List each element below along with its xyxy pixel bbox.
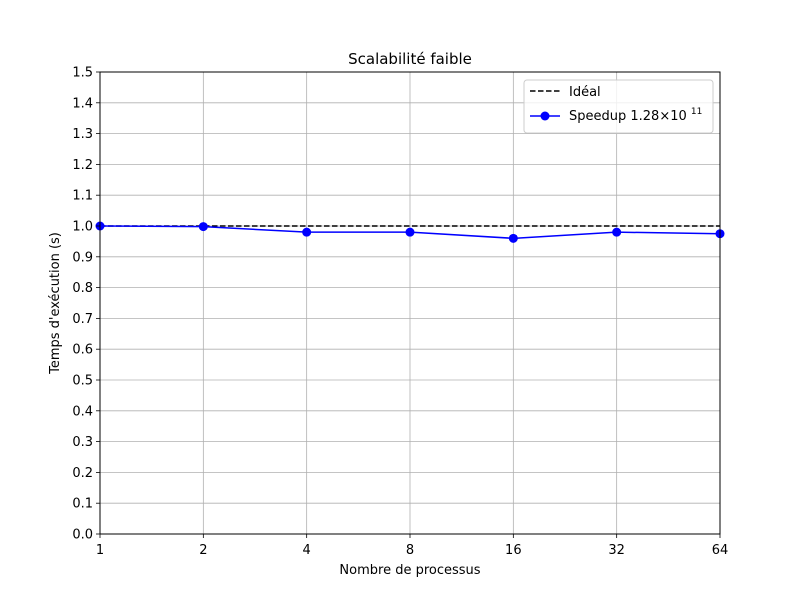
- x-tick-label: 2: [199, 543, 207, 558]
- plot-series: [95, 221, 725, 243]
- y-tick-label: 1.2: [72, 158, 93, 173]
- y-axis-label: Temps d'exécution (s): [48, 232, 63, 375]
- y-tick-label: 0.6: [72, 343, 93, 358]
- legend-speedup-label-text: Speedup 1.28×10: [569, 109, 687, 124]
- y-tick-label: 1.0: [72, 220, 93, 235]
- y-tick-label: 0.4: [72, 404, 93, 419]
- x-tick-label: 32: [608, 543, 625, 558]
- legend-speedup-label: Speedup 1.28×10 11: [569, 107, 702, 124]
- y-tick-label: 0.3: [72, 435, 93, 450]
- x-tick-label: 8: [406, 543, 414, 558]
- chart-title: Scalabilité faible: [348, 50, 472, 68]
- legend-speedup-label-exponent: 11: [691, 107, 702, 117]
- x-axis-label: Nombre de processus: [339, 563, 480, 578]
- speedup-data-point: [612, 227, 622, 237]
- legend: Idéal Speedup 1.28×10 11: [523, 79, 714, 134]
- legend-ideal-label: Idéal: [569, 85, 601, 100]
- y-tick-label: 0.9: [72, 250, 93, 265]
- y-tick-label: 0.2: [72, 466, 93, 481]
- legend-frame: [523, 79, 714, 134]
- grid: [99, 71, 721, 535]
- y-tick-label: 0.1: [72, 497, 93, 512]
- y-tick-label: 0.0: [72, 528, 93, 543]
- y-tick-label: 0.5: [72, 374, 93, 389]
- speedup-data-point: [405, 227, 415, 237]
- y-tick-label: 1.3: [72, 127, 93, 142]
- y-tick-label: 1.5: [72, 66, 93, 81]
- axis-ticks: 1 2 4 8 16 32 64 0.0 0.1 0.2 0.3 0.4 0.5 0.6 0.7 0.8 0.9…: [72, 66, 728, 559]
- x-tick-label: 1: [96, 543, 104, 558]
- y-tick-label: 0.8: [72, 281, 93, 296]
- legend-speedup-swatch-marker: [540, 111, 550, 121]
- y-tick-label: 1.1: [72, 189, 93, 204]
- x-tick-label: 4: [303, 543, 311, 558]
- x-tick-label: 64: [712, 543, 729, 558]
- y-tick-label: 1.4: [72, 96, 93, 111]
- speedup-data-point: [508, 233, 518, 243]
- speedup-data-point: [198, 222, 208, 232]
- x-tick-label: 16: [505, 543, 522, 558]
- y-tick-label: 0.7: [72, 312, 93, 327]
- speedup-data-point: [302, 227, 312, 237]
